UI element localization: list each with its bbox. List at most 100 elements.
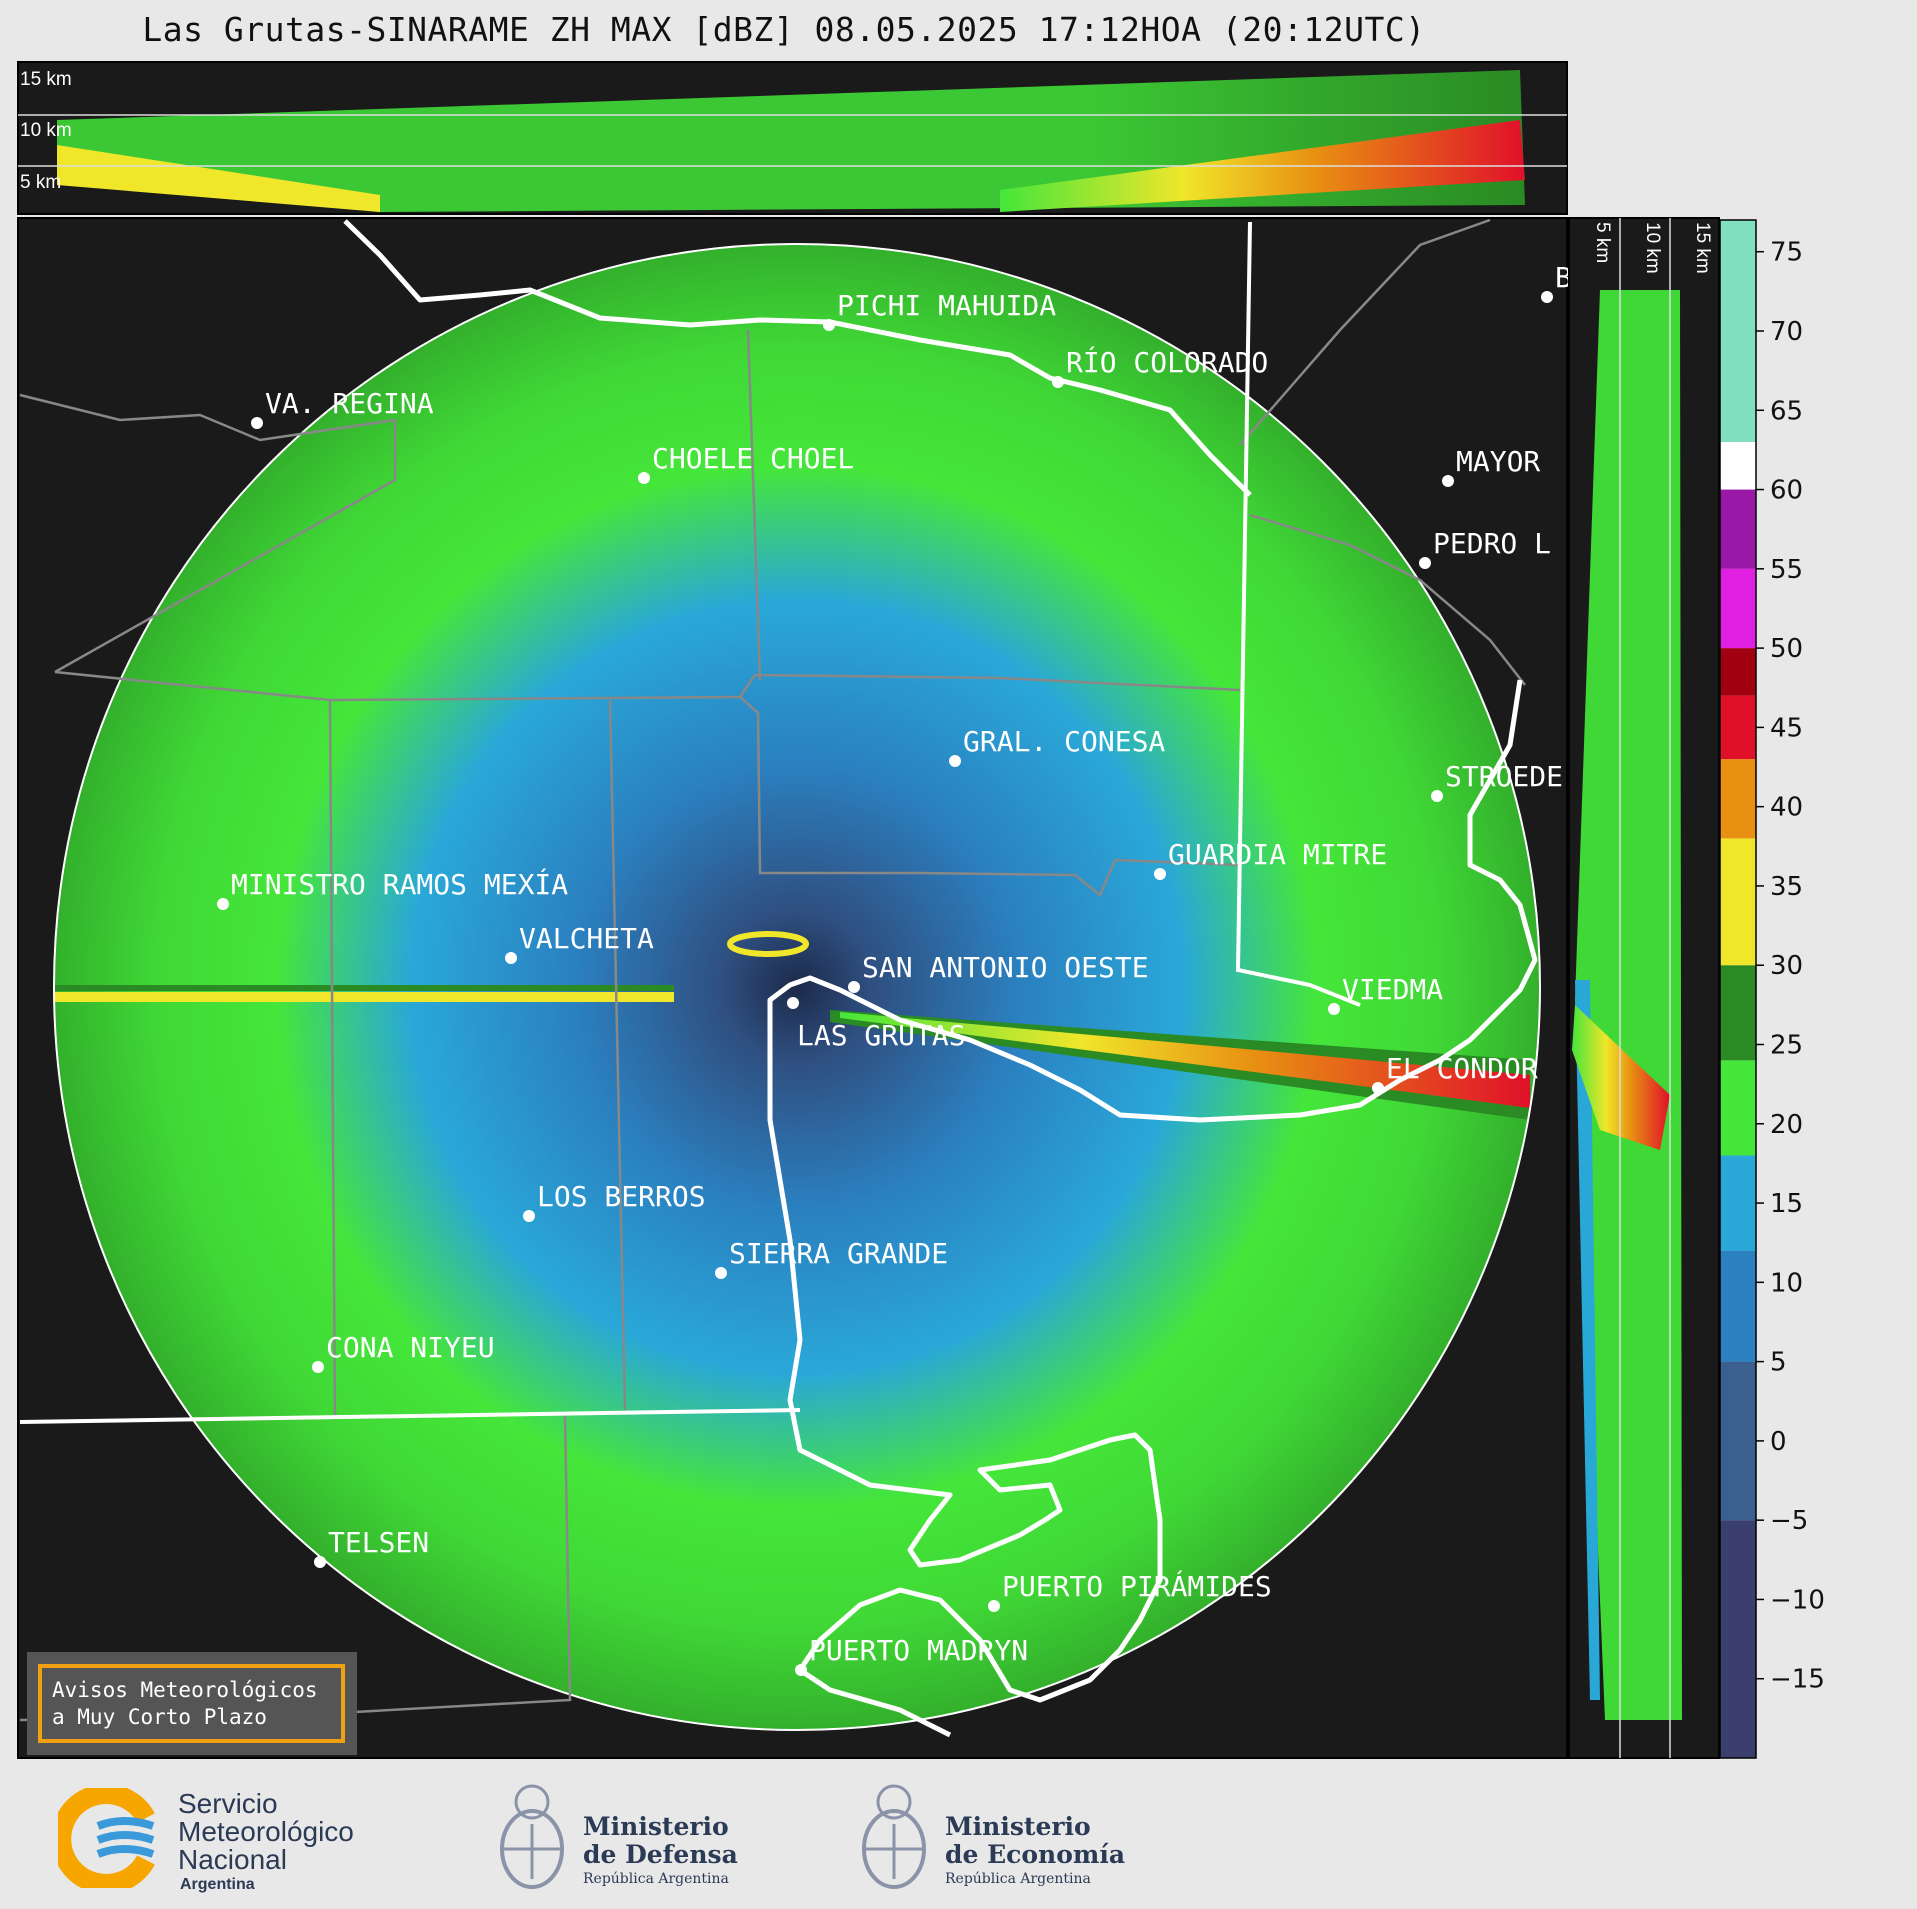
colorbar-tick-label: 75 [1770, 238, 1803, 268]
chart-title: Las Grutas-SINARAME ZH MAX [dBZ] 08.05.2… [142, 10, 1426, 49]
place-label-va-regina: VA. REGINA [265, 387, 434, 420]
radar-coverage [54, 244, 1540, 1730]
economia-line-2: de Economía [945, 1840, 1126, 1869]
echo-beam-west-edge [54, 985, 674, 991]
side-hot-spot [1572, 1005, 1670, 1150]
place-marker-mayor [1442, 475, 1454, 487]
place-label-pichi-mahuida: PICHI MAHUIDA [837, 289, 1056, 322]
colorbar-tick-label: 55 [1770, 555, 1803, 585]
place-marker-gral-conesa [949, 755, 961, 767]
colorbar-tick-label: −10 [1770, 1585, 1825, 1615]
ppi-map: PICHI MAHUIDA RÍO COLORADO VA. REGINA CHOEL… [17, 217, 1572, 1759]
colorbar-segment [1720, 220, 1756, 442]
place-marker-puerto-piramides [988, 1600, 1000, 1612]
place-marker-choele-choel [638, 472, 650, 484]
place-marker-viedma [1328, 1003, 1340, 1015]
alert-box-frame [38, 1664, 345, 1743]
clutter-near-radar [727, 931, 809, 957]
place-label-gral-conesa: GRAL. CONESA [963, 725, 1165, 758]
colorbar-segment [1720, 1250, 1756, 1362]
top-yellow-band [57, 145, 380, 212]
side-echo-band [1575, 290, 1682, 1720]
side-height-label-10km: 10 km [1642, 222, 1663, 274]
footer: Servicio Meteorológico Nacional Argentin… [0, 1760, 1917, 1909]
colorbar-tick-label: −15 [1770, 1665, 1825, 1695]
alert-box-line-2: a Muy Corto Plazo [52, 1705, 267, 1729]
colorbar-tick-label: 45 [1770, 713, 1803, 743]
top-height-label-10km: 10 km [20, 120, 72, 141]
top-height-label-15km: 15 km [20, 69, 72, 90]
colorbar-tick-label: 65 [1770, 396, 1803, 426]
echo-beam-west [54, 992, 674, 1002]
economia-logo: Ministerio de Economía República Argenti… [857, 1774, 1147, 1899]
colorbar-tick-label: 0 [1770, 1427, 1787, 1457]
place-label-guardia-mitre: GUARDIA MITRE [1168, 838, 1387, 871]
place-marker-pichi-mahuida [823, 319, 835, 331]
economia-line-1: Ministerio [945, 1812, 1091, 1841]
echo-beam-east-hot [840, 1012, 1530, 1108]
place-marker-b [1541, 291, 1553, 303]
colorbar-tick-label: 20 [1770, 1110, 1803, 1140]
place-marker-el-condor [1372, 1082, 1384, 1094]
place-markers: PICHI MAHUIDA RÍO COLORADO VA. REGINA CHOEL… [217, 261, 1572, 1676]
place-marker-puerto-madryn [795, 1664, 807, 1676]
smn-line-2: Meteorológico [178, 1816, 354, 1847]
colorbar-segment [1720, 441, 1756, 490]
place-label-puerto-madryn: PUERTO MADRYN [809, 1634, 1028, 1667]
colorbar-segment [1720, 838, 1756, 966]
place-label-sierra-grande: SIERRA GRANDE [729, 1237, 948, 1270]
colorbar-tick-label: 50 [1770, 634, 1803, 664]
place-marker-cona-niyeu [312, 1361, 324, 1373]
place-label-pedro-l: PEDRO L [1433, 527, 1551, 560]
place-marker-los-berros [523, 1210, 535, 1222]
colorbar-tick-label: 40 [1770, 793, 1803, 823]
smn-line-4: Argentina [180, 1876, 255, 1893]
place-label-telsen: TELSEN [328, 1526, 429, 1559]
place-label-stroede: STROEDE [1445, 760, 1563, 793]
alert-box[interactable]: Avisos Meteorológicos a Muy Corto Plazo [27, 1652, 357, 1755]
side-height-label-5km: 5 km [1592, 222, 1613, 263]
colorbar-tick-label: 35 [1770, 872, 1803, 902]
colorbar-segment [1720, 695, 1756, 760]
colorbar-tick-label: 5 [1770, 1348, 1787, 1378]
alert-box-background [27, 1652, 357, 1755]
economia-line-3: República Argentina [945, 1871, 1091, 1887]
place-marker-san-antonio-oeste [848, 981, 860, 993]
smn-line-1: Servicio [178, 1788, 278, 1819]
place-label-rio-colorado: RÍO COLORADO [1066, 345, 1268, 379]
place-marker-ministro-ramos-mexia [217, 898, 229, 910]
colorbar-segment [1720, 1155, 1756, 1251]
colorbar-segment [1720, 1060, 1756, 1156]
colorbar-tick-label: 10 [1770, 1268, 1803, 1298]
colorbar-segment [1720, 965, 1756, 1061]
place-label-cona-niyeu: CONA NIYEU [326, 1331, 495, 1364]
colorbar-tick-label: 30 [1770, 951, 1803, 981]
smn-line-3: Nacional [178, 1844, 287, 1875]
place-marker-telsen [314, 1556, 326, 1568]
defensa-line-3: República Argentina [583, 1871, 729, 1887]
place-label-mayor: MAYOR [1456, 445, 1540, 478]
national-coat-of-arms-icon [862, 1784, 926, 1889]
place-label-b: B [1555, 261, 1572, 294]
top-height-label-5km: 5 km [20, 172, 61, 193]
colorbar-tick-label: 70 [1770, 317, 1803, 347]
colorbar-segment [1720, 759, 1756, 839]
colorbar-segment [1720, 648, 1756, 696]
colorbar-tick-label: 15 [1770, 1189, 1803, 1219]
place-marker-pedro-l [1419, 557, 1431, 569]
place-marker-stroede [1431, 790, 1443, 802]
place-marker-las-grutas [787, 997, 799, 1009]
colorbar-segment [1720, 489, 1756, 569]
place-label-valcheta: VALCHETA [519, 922, 654, 955]
admin-lines [19, 221, 1361, 1424]
place-label-puerto-piramides: PUERTO PIRÁMIDES [1002, 1569, 1272, 1603]
national-coat-of-arms-icon [500, 1784, 564, 1889]
range-ring [53, 243, 1541, 1731]
place-marker-sierra-grande [715, 1267, 727, 1279]
place-label-las-grutas: LAS GRUTAS [797, 1019, 966, 1052]
defensa-logo: Ministerio de Defensa República Argentin… [495, 1774, 765, 1899]
side-height-label-15km: 15 km [1692, 222, 1713, 274]
place-label-ministro-ramos-mexia: MINISTRO RAMOS MEXÍA [231, 867, 568, 901]
place-marker-valcheta [505, 952, 517, 964]
place-label-los-berros: LOS BERROS [537, 1180, 706, 1213]
